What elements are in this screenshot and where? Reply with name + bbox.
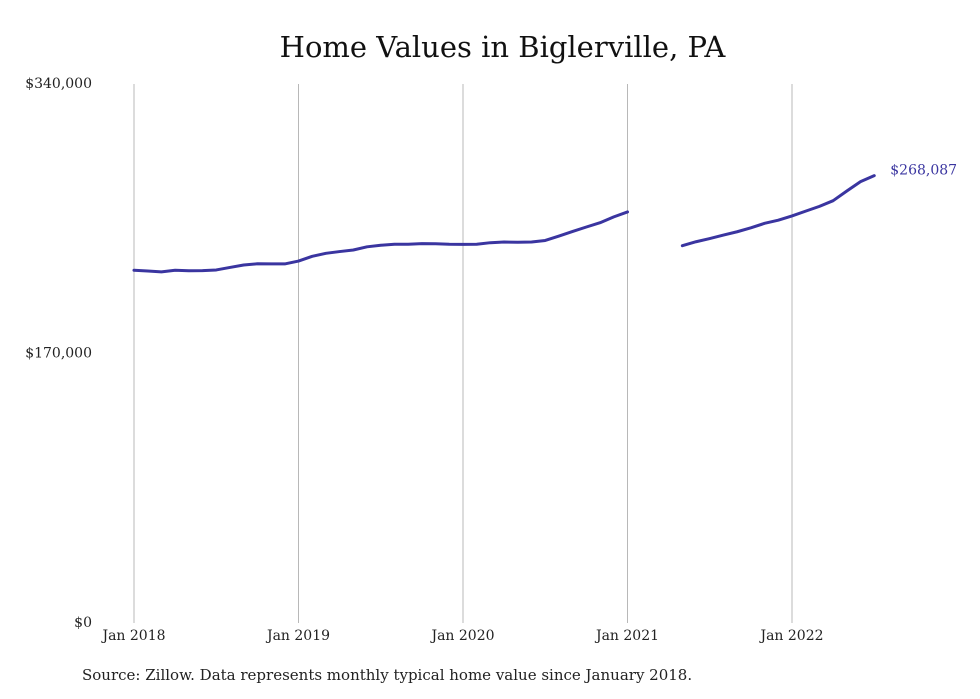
y-tick-label: $170,000 [25,346,92,362]
source-note: Source: Zillow. Data represents monthly … [82,666,693,684]
x-axis-labels: Jan 2018 Jan 2019 Jan 2020 Jan 2021 Jan 2022 [100,628,823,644]
x-tick-label: Jan 2018 [100,628,165,644]
end-value-labels: $268,087 [890,163,957,179]
y-tick-label: $340,000 [25,76,92,92]
x-tick-label: Jan 2019 [265,628,330,644]
series-lines [132,174,876,274]
series-line-segment [132,210,629,274]
end-value-label: $268,087 [890,163,957,179]
x-tick-label: Jan 2021 [594,628,659,644]
gridlines [133,84,793,623]
y-tick-label: $0 [74,615,92,631]
x-tick-label: Jan 2020 [429,628,494,644]
series-line-segment [680,174,876,248]
y-axis-labels: $0 $170,000 $340,000 [25,76,92,631]
chart-title: Home Values in Biglerville, PA [279,30,726,64]
x-tick-label: Jan 2022 [758,628,823,644]
